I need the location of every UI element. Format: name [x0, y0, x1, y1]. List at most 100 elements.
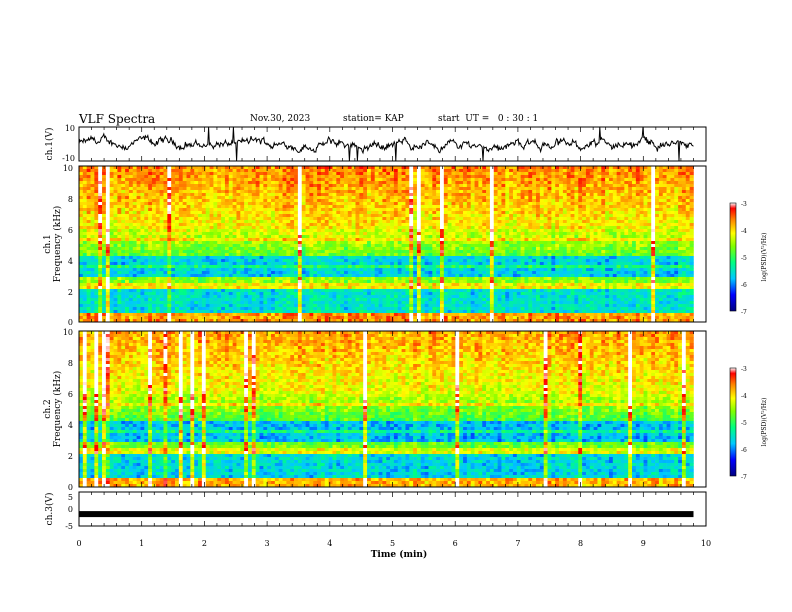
spectrogram-cell	[643, 205, 648, 209]
spectrogram-cell	[655, 172, 660, 176]
spectrogram-cell	[463, 214, 468, 218]
spectrogram-cell	[105, 202, 111, 206]
spectrogram-cell	[482, 208, 487, 212]
spectrogram-cell	[117, 169, 122, 173]
spectrogram-cell	[148, 253, 153, 257]
spectrogram-cell	[363, 205, 368, 209]
spectrogram-cell	[486, 238, 491, 242]
spectrogram-cell	[670, 217, 675, 221]
spectrogram-cell	[167, 250, 172, 254]
spectrogram-cell	[113, 208, 118, 212]
spectrogram-cell	[148, 232, 153, 236]
spectrogram-cell	[536, 205, 541, 209]
spectrogram-cell	[301, 166, 306, 170]
spectrogram-cell	[639, 187, 644, 191]
spectrogram-cell	[463, 178, 468, 182]
spectrogram-cell	[539, 223, 544, 227]
spectrogram-cell	[582, 205, 587, 209]
spectrogram-cell	[516, 181, 521, 185]
spectrogram-cell	[282, 184, 287, 188]
spectrogram-cell	[474, 211, 479, 215]
spectrogram-cell	[551, 220, 556, 224]
spectrogram-cell	[578, 244, 583, 248]
spectrogram-cell	[201, 253, 207, 257]
spectrogram-cell	[144, 187, 149, 191]
spectrogram-cell	[601, 181, 606, 185]
spectrogram-cell	[313, 190, 318, 194]
spectrogram-cell	[382, 253, 387, 257]
spectrogram-cell	[171, 199, 176, 203]
spectrogram-cell	[370, 208, 376, 212]
spectrogram-cell	[470, 214, 475, 218]
spectrogram-cell	[328, 223, 333, 227]
spectrogram-cell	[271, 238, 276, 242]
spectrogram-cell	[328, 241, 333, 245]
spectrogram-cell	[497, 175, 502, 179]
spectrogram-cell	[601, 187, 606, 191]
spectrogram-cell	[128, 244, 134, 248]
spectrogram-cell	[447, 202, 452, 206]
spectrogram-cell	[424, 247, 429, 251]
spectrogram-cell	[616, 235, 621, 239]
spectrogram-cell	[79, 190, 84, 194]
spectrogram-cell	[286, 232, 291, 236]
spectrogram-cell	[393, 232, 399, 236]
spectrogram-cell	[98, 232, 103, 236]
spectrogram-cell	[463, 172, 468, 176]
spectrogram-cell	[109, 226, 114, 230]
spectrogram-cell	[482, 229, 487, 233]
spectrogram-cell	[393, 175, 399, 179]
spectrogram-cell	[474, 214, 479, 218]
spectrogram-cell	[628, 193, 633, 197]
spectrogram-cell	[405, 253, 410, 257]
spectrogram-cell	[551, 181, 556, 185]
spectrogram-cell	[94, 217, 99, 221]
spectrogram-cell	[628, 232, 633, 236]
spectrogram-cell	[128, 202, 134, 206]
spectrogram-cell	[132, 241, 137, 245]
spectrogram-cell	[651, 220, 656, 224]
spectrogram-cell	[205, 172, 210, 176]
spectrogram-cell	[175, 256, 180, 260]
spectrogram-cell	[175, 166, 180, 170]
spectrogram-cell	[255, 232, 260, 236]
spectrogram-cell	[390, 253, 395, 257]
spectrogram-cell	[151, 202, 157, 206]
spectrogram-cell	[543, 229, 548, 233]
spectrogram-cell	[86, 184, 91, 188]
spectrogram-cell	[585, 172, 591, 176]
spectrogram-cell	[443, 211, 448, 215]
spectrogram-cell	[232, 190, 237, 194]
spectrogram-cell	[620, 217, 625, 221]
spectrogram-cell	[459, 223, 464, 227]
spectrogram-cell	[247, 166, 253, 170]
spectrogram-cell	[251, 253, 256, 257]
spectrogram-cell	[255, 181, 260, 185]
spectrogram-cell	[482, 178, 487, 182]
spectrogram-cell	[132, 166, 137, 170]
spectrogram-cell	[547, 220, 552, 224]
spectrogram-cell	[466, 253, 472, 257]
spectrogram-cell	[539, 187, 544, 191]
spectrogram-cell	[190, 253, 195, 257]
spectrogram-cell	[624, 205, 629, 209]
spectrogram-cell	[436, 196, 441, 200]
spectrogram-cell	[132, 223, 137, 227]
spectrogram-cell	[340, 196, 345, 200]
spectrogram-cell	[397, 226, 402, 230]
spectrogram-cell	[140, 214, 145, 218]
spectrogram-cell	[413, 196, 418, 200]
spectrogram-cell	[301, 169, 306, 173]
spectrogram-cell	[340, 229, 345, 233]
spectrogram-cell	[643, 217, 648, 221]
spectrogram-cell	[186, 223, 191, 227]
spectrogram-cell	[194, 256, 199, 260]
spectrogram-cell	[105, 169, 111, 173]
spectrogram-cell	[109, 241, 114, 245]
spectrogram-cell	[98, 244, 103, 248]
spectrogram-cell	[367, 235, 372, 239]
spectrogram-cell	[198, 184, 203, 188]
spectrogram-cell	[274, 214, 279, 218]
spectrogram-cell	[278, 166, 283, 170]
spectrogram-cell	[109, 238, 114, 242]
